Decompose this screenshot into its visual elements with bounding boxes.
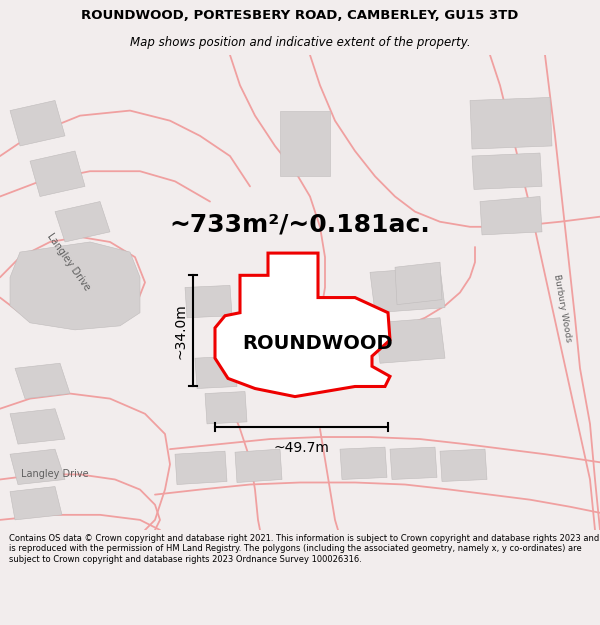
Polygon shape — [440, 449, 487, 481]
Polygon shape — [15, 363, 70, 399]
Polygon shape — [470, 98, 552, 149]
Polygon shape — [10, 486, 62, 520]
Text: ~34.0m: ~34.0m — [174, 303, 188, 359]
Polygon shape — [205, 391, 247, 424]
Polygon shape — [472, 153, 542, 189]
Polygon shape — [10, 449, 65, 484]
Text: ROUNDWOOD: ROUNDWOOD — [242, 334, 394, 352]
Polygon shape — [370, 268, 445, 312]
Polygon shape — [215, 253, 390, 397]
Polygon shape — [10, 409, 65, 444]
Polygon shape — [480, 196, 542, 235]
Text: Map shows position and indicative extent of the property.: Map shows position and indicative extent… — [130, 36, 470, 49]
Polygon shape — [340, 447, 387, 479]
Polygon shape — [375, 318, 445, 363]
Polygon shape — [30, 151, 85, 196]
Text: ROUNDWOOD, PORTESBERY ROAD, CAMBERLEY, GU15 3TD: ROUNDWOOD, PORTESBERY ROAD, CAMBERLEY, G… — [82, 9, 518, 22]
Polygon shape — [185, 286, 232, 318]
Polygon shape — [10, 242, 140, 330]
Polygon shape — [390, 447, 437, 479]
Polygon shape — [235, 449, 282, 482]
Text: Burbury Woods: Burbury Woods — [551, 273, 572, 342]
Polygon shape — [280, 111, 330, 176]
Polygon shape — [395, 262, 442, 304]
Polygon shape — [55, 201, 110, 242]
Text: Langley Drive: Langley Drive — [44, 232, 91, 292]
Text: Langley Drive: Langley Drive — [21, 469, 89, 479]
Text: ~733m²/~0.181ac.: ~733m²/~0.181ac. — [170, 213, 430, 237]
Polygon shape — [195, 356, 237, 389]
Text: ~49.7m: ~49.7m — [274, 441, 329, 455]
Polygon shape — [175, 451, 227, 484]
Text: Contains OS data © Crown copyright and database right 2021. This information is : Contains OS data © Crown copyright and d… — [9, 534, 599, 564]
Polygon shape — [10, 101, 65, 146]
